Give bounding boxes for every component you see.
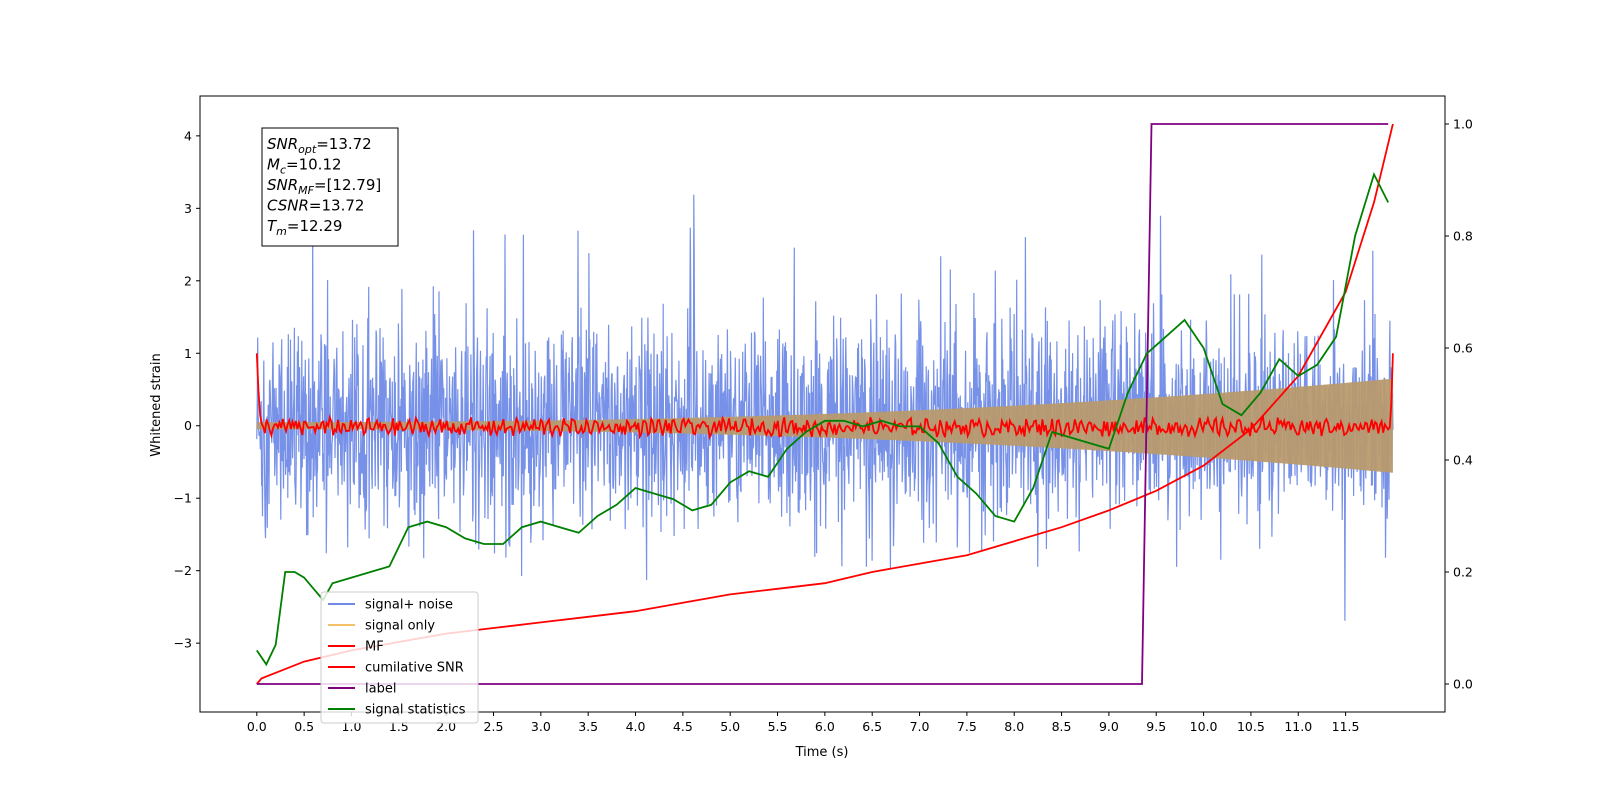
x-axis-title: Time (s): [795, 745, 849, 760]
y-left-tick-label: 3: [184, 201, 192, 216]
legend-label: label: [365, 682, 396, 697]
y-right-tick-label: 0.6: [1453, 341, 1473, 356]
x-tick-label: 4.5: [673, 719, 693, 734]
legend-label: MF: [365, 640, 384, 655]
info-symbol: T: [267, 217, 278, 235]
axes-frame: [199, 95, 1446, 713]
info-line: SNRMF=[12.79]: [267, 176, 381, 197]
y-left-tick-label: −2: [174, 563, 192, 578]
info-value: =10.12: [286, 156, 342, 174]
info-value: =13.72: [309, 197, 365, 215]
x-tick-label: 6.5: [862, 719, 882, 734]
info-line: SNRopt=13.72: [267, 135, 372, 156]
legend-label: cumilative SNR: [365, 661, 464, 676]
x-tick-label: 3.5: [578, 719, 598, 734]
info-symbol: SNR: [267, 135, 298, 153]
info-subscript: opt: [298, 143, 317, 156]
info-symbol: SNR: [267, 176, 298, 194]
x-tick-label: 5.5: [768, 719, 788, 734]
legend-label: signal only: [365, 619, 435, 634]
y-right-tick-label: 0.8: [1453, 229, 1473, 244]
info-symbol: CSNR: [267, 197, 309, 215]
y-right-tick-label: 0.2: [1453, 565, 1473, 580]
x-tick-label: 11.5: [1332, 719, 1360, 734]
x-tick-label: 2.5: [484, 719, 504, 734]
info-subscript: c: [280, 164, 286, 177]
y-axis-right: 0.0 0.2 0.4 0.6 0.8 1.0: [1445, 117, 1473, 692]
x-tick-label: 9.0: [1099, 719, 1119, 734]
x-tick-label: 4.0: [626, 719, 646, 734]
x-tick-label: 8.0: [1004, 719, 1024, 734]
x-axis: 0.0 0.5 1.0 1.5 2.0 2.5 3.0 3.5 4.0 4.5 5.0 5.5 6.0 6…: [247, 712, 1360, 734]
x-tick-label: 5.0: [720, 719, 740, 734]
y-axis-title: Whitened strain: [149, 353, 164, 456]
y-left-tick-label: 1: [184, 346, 192, 361]
info-line: CSNR=13.72: [267, 197, 364, 215]
x-tick-label: 10.0: [1190, 719, 1218, 734]
y-left-tick-label: −1: [174, 491, 192, 506]
x-tick-label: 11.0: [1284, 719, 1312, 734]
x-tick-label: 10.5: [1237, 719, 1265, 734]
info-box: SNRopt=13.72Mc=10.12SNRMF=[12.79]CSNR=13…: [261, 127, 399, 247]
y-right-tick-label: 0.4: [1453, 453, 1473, 468]
info-box-frame: [261, 127, 399, 247]
info-value: =[12.79]: [314, 176, 381, 194]
series-label-line: [256, 123, 1389, 685]
legend-frame: [320, 591, 479, 724]
x-tick-label: 9.5: [1146, 719, 1166, 734]
series-mf-line: [255, 353, 1394, 441]
info-line: Mc=10.12: [267, 156, 342, 177]
info-symbol: M: [267, 156, 280, 174]
x-tick-label: 8.5: [1052, 719, 1072, 734]
x-tick-label: 3.0: [531, 719, 551, 734]
y-right-tick-label: 1.0: [1453, 117, 1473, 132]
y-axis-left: −3 −2 −1 0 1 2 3 4: [174, 128, 200, 651]
y-left-tick-label: 0: [184, 418, 192, 433]
info-value: =13.72: [316, 135, 372, 153]
x-tick-label: 7.0: [910, 719, 930, 734]
info-value: =12.29: [287, 217, 343, 235]
series-signal-statistics-line: [256, 172, 1390, 667]
y-left-tick-label: 2: [184, 273, 192, 288]
legend: signal+ noise signal only MF cumilative SNR…: [320, 591, 479, 724]
x-tick-label: 0.0: [247, 719, 267, 734]
x-tick-label: 7.5: [957, 719, 977, 734]
y-right-tick-label: 0.0: [1453, 677, 1473, 692]
info-line: Tm=12.29: [267, 217, 342, 238]
x-tick-label: 6.0: [815, 719, 835, 734]
x-tick-label: 0.5: [294, 719, 314, 734]
info-subscript: MF: [298, 184, 314, 197]
y-left-tick-label: 4: [184, 128, 192, 143]
legend-label: signal+ noise: [365, 598, 453, 613]
y-left-tick-label: −3: [174, 636, 192, 651]
info-subscript: m: [276, 225, 287, 238]
legend-label: signal statistics: [365, 703, 466, 718]
